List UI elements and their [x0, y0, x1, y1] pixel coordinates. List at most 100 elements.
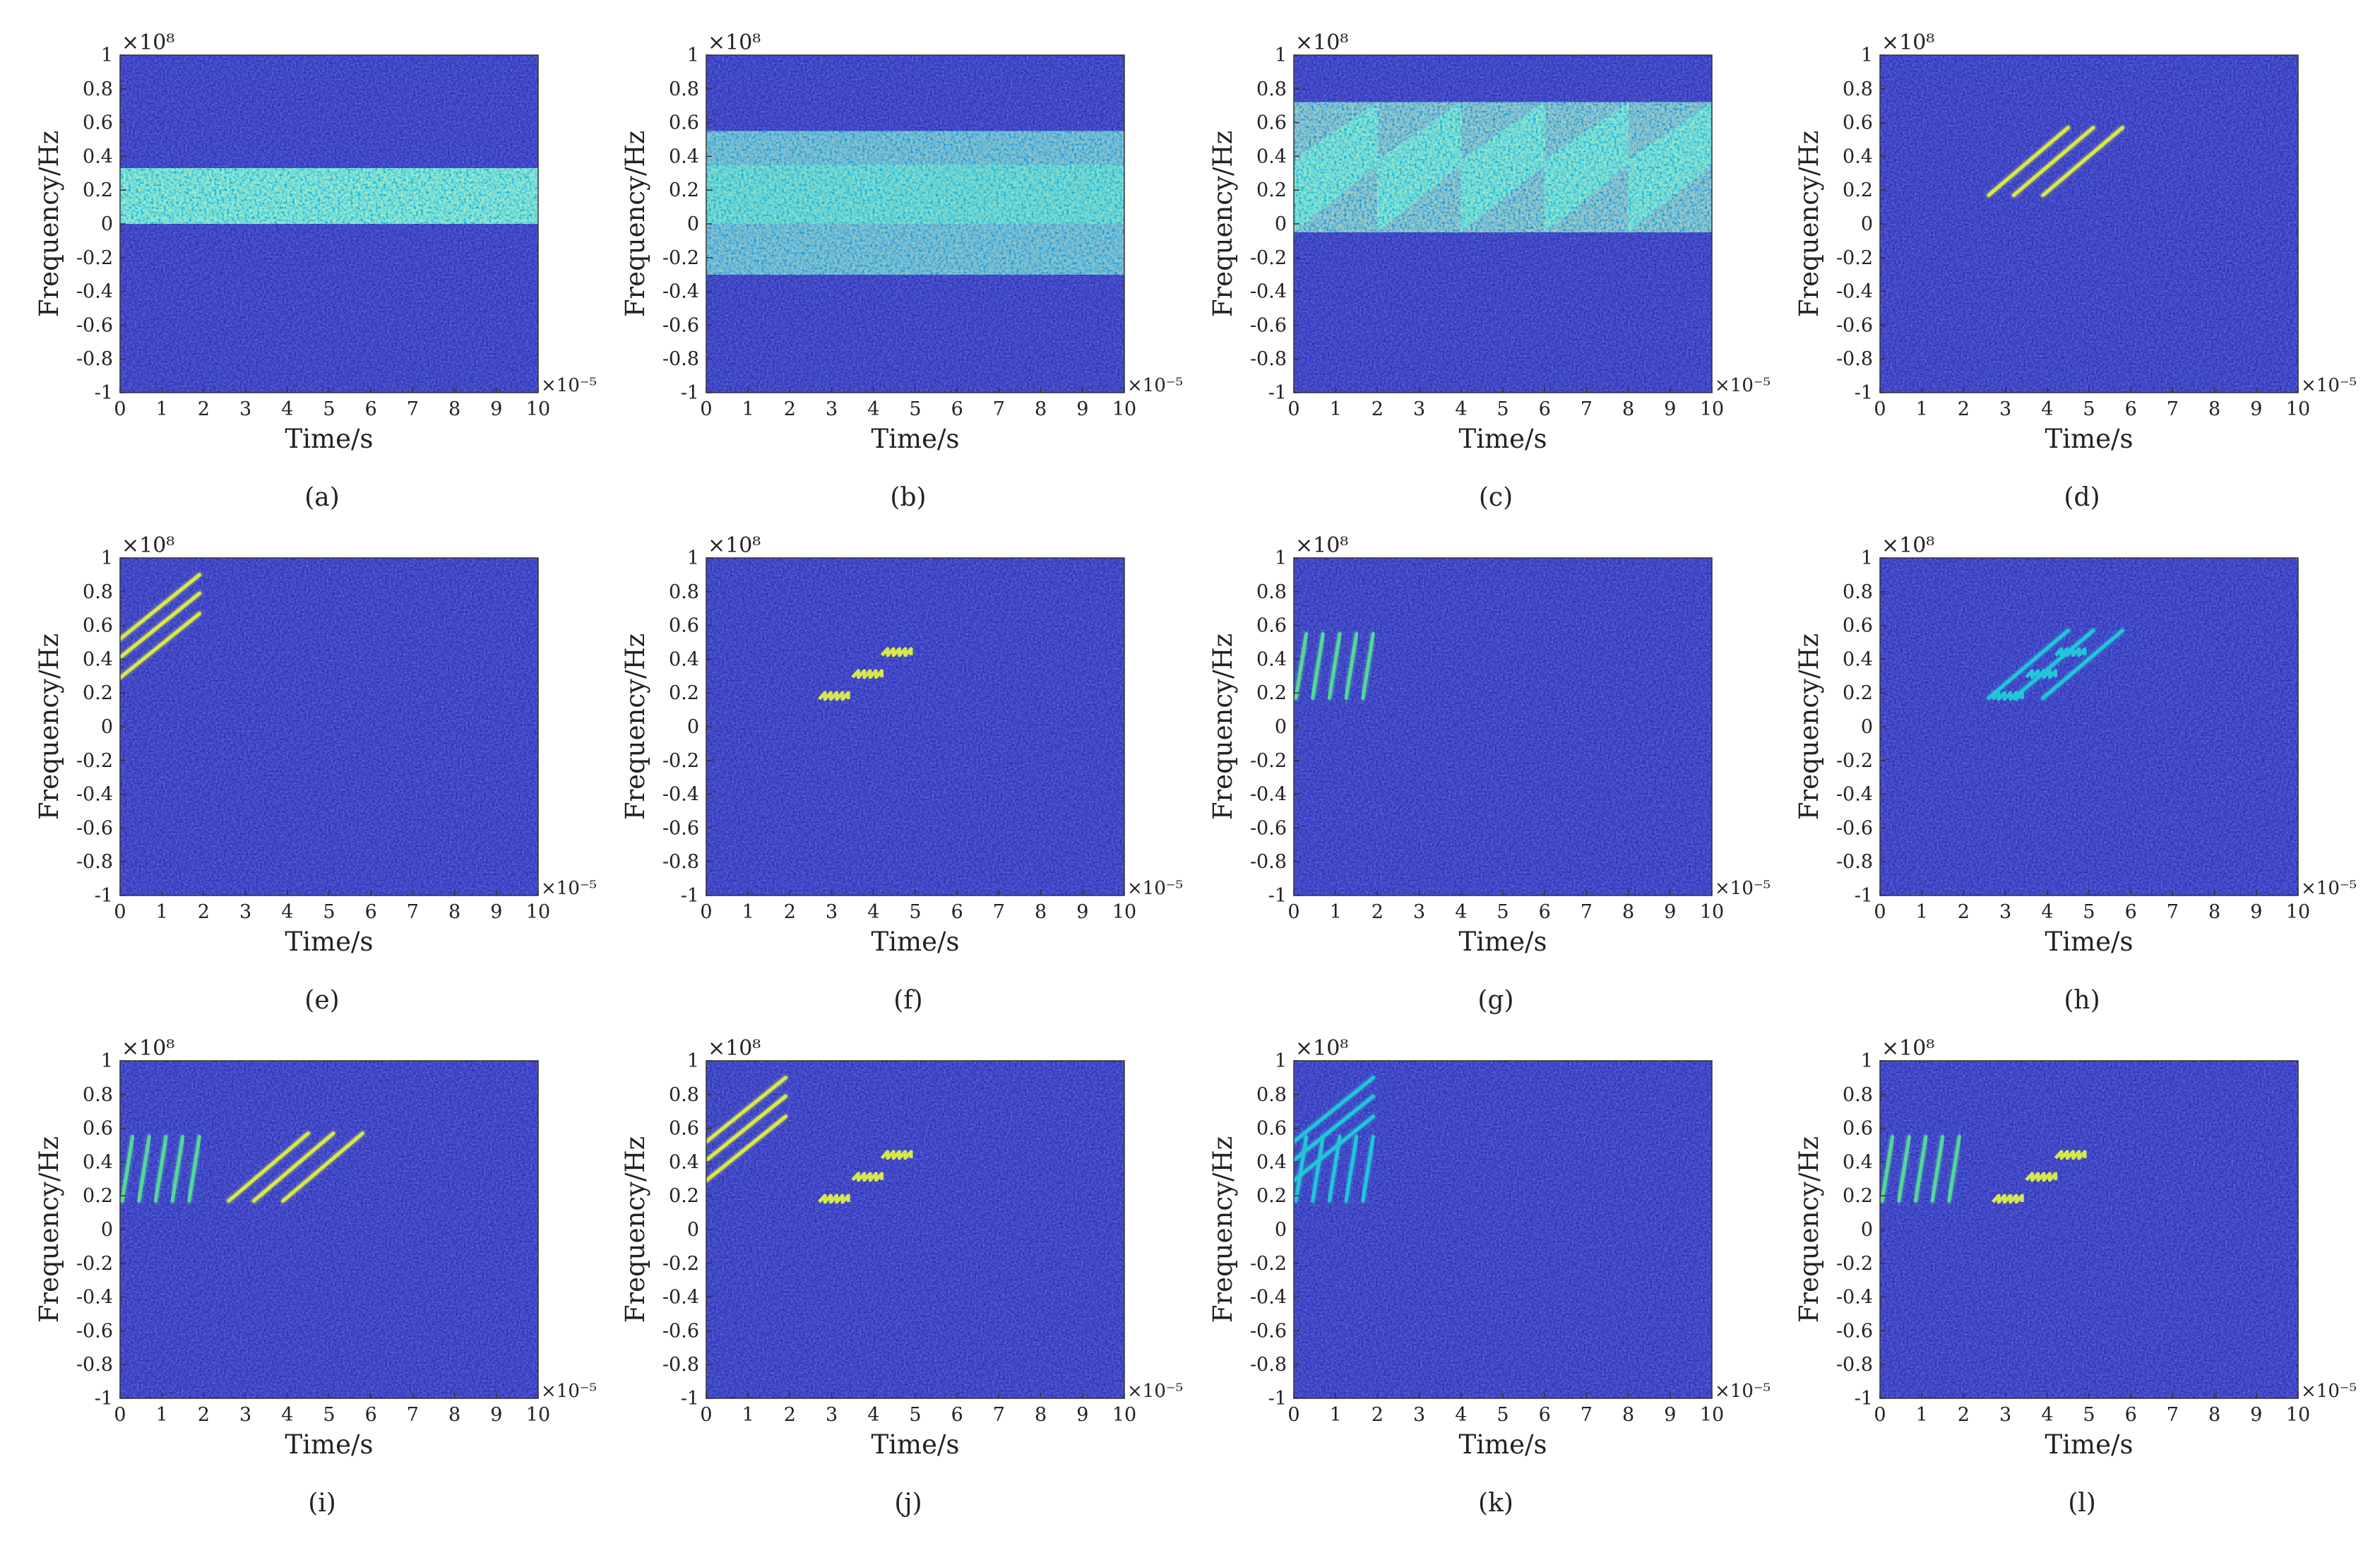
chirp-line — [1294, 1135, 1309, 1203]
y-tick-label: -1 — [1268, 382, 1287, 404]
x-tick-label: 0 — [700, 398, 712, 420]
spectrogram-panel: 10.80.60.40.20-0.2-0.4-0.6-0.8-10 1 2 3 4 5 6 7… — [1208, 1036, 1771, 1518]
y-axis-label: Frequency/Hz — [34, 1136, 64, 1323]
x-tick-label: 2 — [1958, 901, 1970, 923]
x-tick-label: 7 — [2167, 1404, 2179, 1426]
x-axis-label: Time/s — [871, 1429, 960, 1460]
x-tick-label: 1 — [156, 398, 168, 420]
y-tick-label: -0.4 — [76, 1287, 113, 1309]
y-tick-label: -0.2 — [1836, 1253, 1873, 1275]
chirp-line — [1344, 1135, 1359, 1203]
x-tick-label: 4 — [1455, 398, 1467, 420]
y-tick-label: -0.8 — [662, 1354, 699, 1376]
y-tick-label: -1 — [681, 1388, 699, 1410]
x-axis-label: Time/s — [285, 1429, 374, 1460]
y-axis-label: Frequency/Hz — [1208, 633, 1238, 820]
frequency-hop — [1992, 1194, 2024, 1204]
chirp-line — [1311, 1135, 1325, 1203]
x-tick-label: 1 — [156, 901, 168, 923]
x-tick-label: 3 — [826, 901, 838, 923]
noise-floor — [1880, 55, 2298, 393]
y-tick-label: 0 — [1861, 213, 1873, 235]
x-axis-label: Time/s — [871, 424, 960, 454]
spectrogram-panel: 10.80.60.40.20-0.2-0.4-0.6-0.8-10 1 2 3 4 5 6 7… — [34, 30, 597, 512]
x-tick-label: 10 — [2286, 901, 2310, 923]
x-tick-label: 5 — [2083, 1404, 2095, 1426]
x-axis-label: Time/s — [871, 927, 960, 957]
x-tick-label: 8 — [1622, 901, 1634, 923]
chirp-line — [1947, 1135, 1961, 1203]
y-tick-label: 1 — [1861, 547, 1873, 569]
frequency-hop — [818, 691, 850, 701]
y-tick-label: 0.2 — [1843, 682, 1873, 704]
y-tick-label: -0.8 — [662, 348, 699, 370]
sweep-block-texture — [1628, 102, 1712, 232]
x-tick-label: 0 — [1287, 398, 1299, 420]
signal-layer — [120, 168, 538, 224]
x-tick-label: 8 — [448, 901, 460, 923]
y-tick-label: -0.2 — [1250, 750, 1287, 772]
y-tick-label: -1 — [95, 1388, 113, 1410]
x-tick-label: 0 — [1874, 901, 1886, 923]
y-tick-label: -0.4 — [662, 281, 699, 303]
x-tick-label: 9 — [490, 398, 502, 420]
y-tick-label: -0.2 — [1836, 750, 1873, 772]
y-tick-label: 1 — [101, 547, 113, 569]
signal-layer — [1880, 1134, 2087, 1204]
y-tick-label: -0.2 — [1250, 1253, 1287, 1275]
x-exponent: ×10⁻⁵ — [541, 375, 597, 396]
chirp-line — [1361, 1135, 1375, 1203]
x-tick-label: 1 — [1916, 901, 1928, 923]
x-tick-label: 10 — [2286, 398, 2310, 420]
x-tick-label: 4 — [2041, 1404, 2053, 1426]
x-tick-label: 2 — [784, 398, 796, 420]
y-exponent: ×10⁸ — [708, 30, 761, 55]
x-tick-label: 2 — [1372, 1404, 1384, 1426]
x-tick-label: 1 — [156, 1404, 168, 1426]
signal-layer — [1294, 631, 1376, 701]
y-tick-label: 1 — [687, 1050, 699, 1072]
x-axis-label: Time/s — [2045, 1429, 2134, 1460]
x-tick-label: 6 — [1539, 901, 1551, 923]
x-exponent: ×10⁻⁵ — [2301, 375, 2357, 396]
y-tick-label: -0.8 — [76, 851, 113, 873]
y-tick-label: 0.2 — [1256, 179, 1287, 201]
y-tick-label: -0.8 — [662, 851, 699, 873]
y-tick-label: -0.8 — [1836, 851, 1873, 873]
x-exponent: ×10⁻⁵ — [541, 878, 597, 899]
x-tick-label: 4 — [867, 398, 879, 420]
x-axis-label: Time/s — [285, 424, 374, 454]
x-tick-label: 9 — [2250, 901, 2262, 923]
panel-label: (g) — [1477, 986, 1513, 1015]
chirp-line — [251, 1131, 335, 1203]
chirp-line — [1311, 632, 1325, 700]
x-tick-label: 3 — [1999, 398, 2011, 420]
noise-floor — [120, 558, 538, 896]
panel-label: (k) — [1478, 1489, 1513, 1518]
spectrogram-panel: 10.80.60.40.20-0.2-0.4-0.6-0.8-10 1 2 3 4 5 6 7… — [1794, 1036, 2357, 1518]
sweep-block-texture — [1377, 102, 1461, 232]
y-exponent: ×10⁸ — [1295, 533, 1348, 558]
x-tick-label: 2 — [784, 901, 796, 923]
x-tick-label: 9 — [2250, 1404, 2262, 1426]
signal-layer — [120, 571, 203, 681]
y-tick-label: -1 — [1855, 1388, 1873, 1410]
y-tick-label: 0.8 — [1843, 581, 1873, 603]
y-tick-label: 0.4 — [1256, 145, 1287, 167]
x-tick-label: 7 — [1581, 398, 1593, 420]
signal-layer — [706, 1074, 913, 1204]
y-tick-label: 0 — [687, 716, 699, 738]
y-tick-label: 0.2 — [1256, 682, 1287, 704]
x-tick-label: 8 — [1035, 398, 1047, 420]
sweep-block-texture — [1294, 102, 1378, 232]
x-tick-label: 5 — [1497, 398, 1509, 420]
x-tick-label: 7 — [407, 901, 419, 923]
y-exponent: ×10⁸ — [1881, 30, 1934, 55]
y-tick-label: -1 — [95, 382, 113, 404]
y-tick-label: 1 — [1275, 547, 1287, 569]
frequency-hop — [851, 1172, 884, 1182]
x-exponent: ×10⁻⁵ — [1715, 1381, 1771, 1402]
spectrogram-panel: 10.80.60.40.20-0.2-0.4-0.6-0.8-10 1 2 3 4 5 6 7… — [1794, 533, 2357, 1015]
y-axis-label: Frequency/Hz — [1208, 131, 1238, 317]
y-tick-label: 0.2 — [669, 682, 699, 704]
